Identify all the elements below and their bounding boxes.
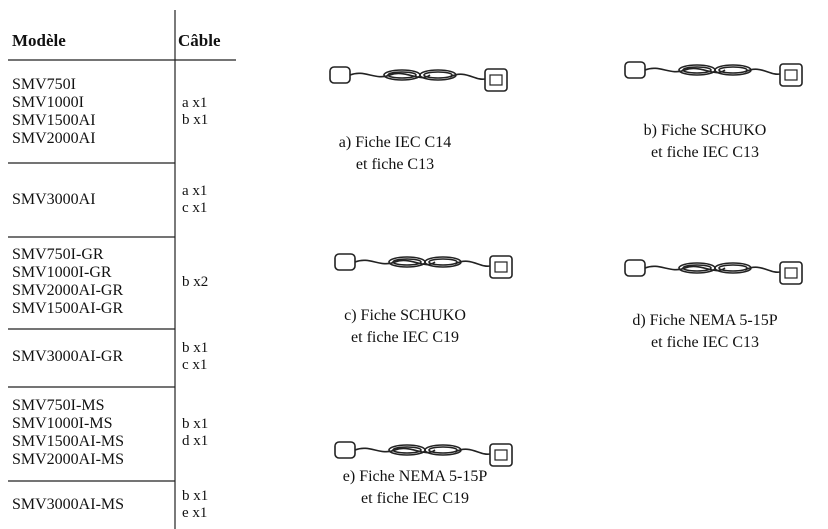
- cable-qty: b x1: [182, 487, 209, 504]
- caption-line: et fiche IEC C13: [651, 334, 759, 351]
- table-row: SMV3000AI-MS b x1 e x1: [8, 480, 236, 529]
- table-row: SMV3000AI-GR b x1 c x1: [8, 328, 236, 386]
- cable-drawing: [329, 66, 508, 92]
- cable-illustrations: [329, 61, 803, 467]
- model-name: SMV750I-GR: [12, 246, 104, 263]
- model-cell: SMV750I-GR SMV1000I-GR SMV2000AI-GR SMV1500…: [8, 236, 179, 328]
- table-row: SMV750I-MS SMV1000I-MS SMV1500AI-MS SMV2000…: [8, 386, 236, 480]
- model-name: SMV750I-MS: [12, 397, 105, 414]
- model-name: SMV2000AI-GR: [12, 282, 124, 299]
- cable-qty: e x1: [182, 504, 208, 521]
- header-model: Modèle: [12, 31, 66, 50]
- model-name: SMV3000AI-MS: [12, 495, 125, 513]
- cable-drawing: [334, 253, 513, 279]
- table-row: SMV3000AI a x1 c x1: [8, 164, 236, 236]
- cable-cell: a x1 c x1: [179, 164, 207, 236]
- model-name: SMV750I: [12, 76, 77, 93]
- model-cell: SMV3000AI-MS: [8, 480, 179, 529]
- model-name: SMV1500AI: [12, 112, 96, 129]
- table-row: SMV750I-GR SMV1000I-GR SMV2000AI-GR SMV1500…: [8, 236, 236, 328]
- model-cell: SMV750I-MS SMV1000I-MS SMV1500AI-MS SMV2000…: [8, 386, 179, 480]
- cable-qty: a x1: [182, 95, 208, 111]
- cable-cell: b x1 d x1: [179, 386, 208, 480]
- model-name: SMV1500AI-GR: [12, 300, 124, 317]
- model-cell: SMV3000AI: [8, 164, 179, 236]
- cable-qty: b x1: [182, 416, 209, 432]
- caption-line: a) Fiche IEC C14: [338, 134, 452, 151]
- cable-cell: b x1 c x1: [179, 328, 208, 386]
- cable-qty: b x2: [182, 273, 209, 290]
- cable-qty: b x1: [182, 112, 209, 128]
- cable-qty: c x1: [182, 200, 208, 216]
- caption-line: et fiche IEC C19: [361, 490, 469, 507]
- model-cell: SMV750I SMV1000I SMV1500AI SMV2000AI: [8, 62, 179, 162]
- cable-cell: a x1 b x1: [179, 62, 208, 162]
- cable-caption: c) Fiche SCHUKO et fiche IEC C19: [315, 305, 495, 349]
- model-name: SMV3000AI: [12, 191, 96, 208]
- model-name: SMV2000AI-MS: [12, 451, 125, 468]
- caption-line: et fiche IEC C13: [651, 144, 759, 161]
- cable-qty: b x1: [182, 340, 209, 356]
- model-name: SMV3000AI-GR: [12, 348, 124, 365]
- header-cable: Câble: [178, 31, 221, 50]
- model-name: SMV1000I-MS: [12, 415, 113, 432]
- cable-drawing: [334, 441, 513, 467]
- caption-line: e) Fiche NEMA 5-15P: [342, 468, 488, 485]
- cable-caption: a) Fiche IEC C14 et fiche C13: [305, 132, 485, 176]
- model-name: SMV1000I-GR: [12, 264, 112, 281]
- cable-cell: b x1 e x1: [179, 480, 208, 529]
- caption-line: c) Fiche SCHUKO: [344, 307, 466, 324]
- caption-line: et fiche IEC C19: [351, 329, 459, 346]
- model-name: SMV1500AI-MS: [12, 433, 125, 450]
- cable-qty: c x1: [182, 357, 208, 373]
- model-name: SMV1000I: [12, 94, 85, 111]
- cable-caption: d) Fiche NEMA 5-15P et fiche IEC C13: [615, 310, 795, 354]
- model-cell: SMV3000AI-GR: [8, 328, 179, 386]
- cable-caption: e) Fiche NEMA 5-15P et fiche IEC C19: [325, 466, 505, 510]
- cable-caption: b) Fiche SCHUKO et fiche IEC C13: [615, 120, 795, 164]
- table-row: SMV750I SMV1000I SMV1500AI SMV2000AI a x1 b x…: [8, 62, 236, 162]
- cable-qty: a x1: [182, 183, 208, 199]
- model-name: SMV2000AI: [12, 130, 96, 147]
- cable-drawing: [624, 61, 803, 87]
- caption-line: b) Fiche SCHUKO: [643, 122, 767, 139]
- caption-line: d) Fiche NEMA 5-15P: [632, 312, 778, 329]
- cable-qty: d x1: [182, 433, 209, 449]
- caption-line: et fiche C13: [355, 156, 435, 173]
- cable-cell: b x2: [179, 236, 208, 328]
- cable-drawing: [624, 259, 803, 285]
